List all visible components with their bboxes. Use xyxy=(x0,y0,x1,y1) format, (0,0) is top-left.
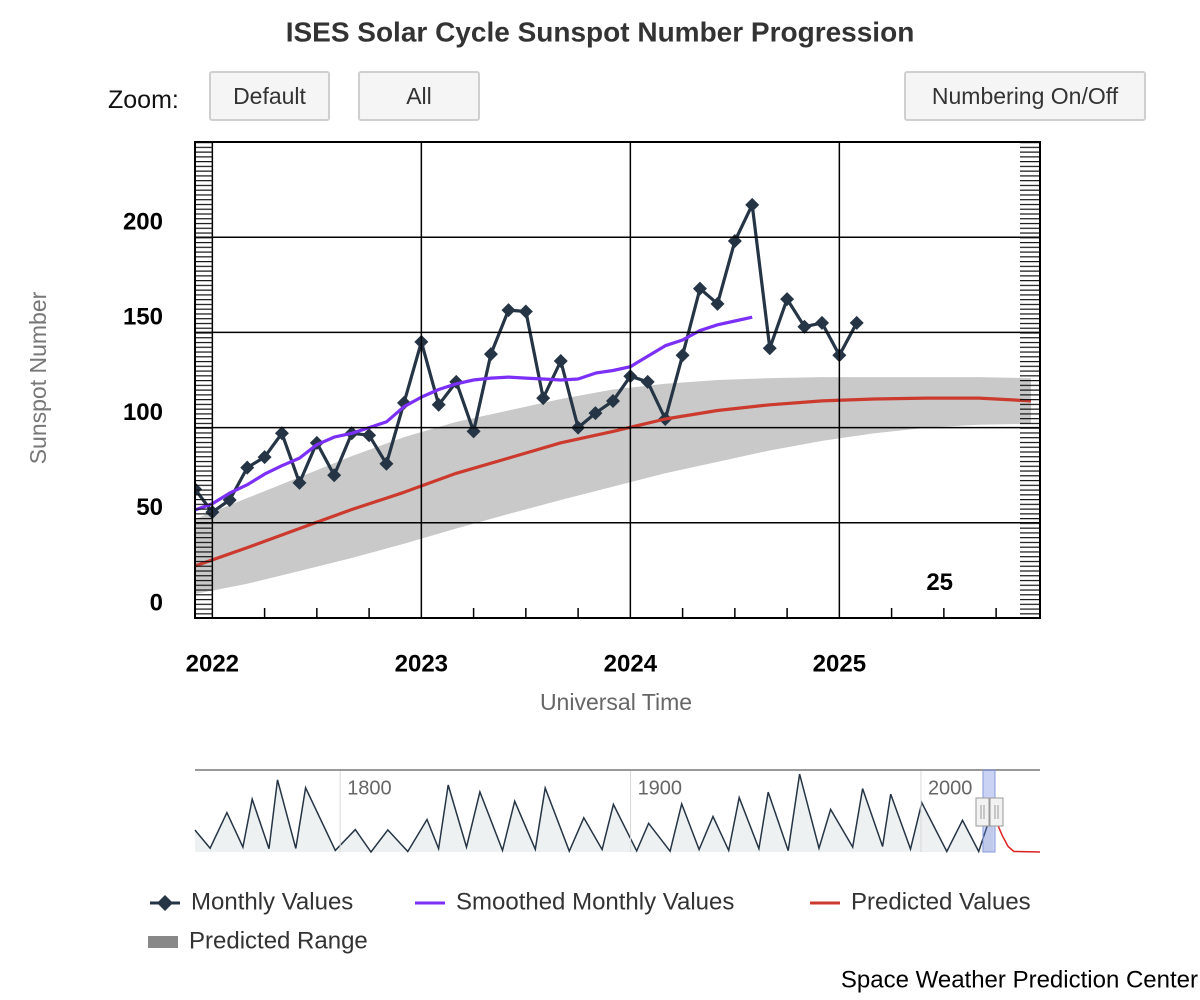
handle-box xyxy=(989,797,1004,827)
legend-swatch xyxy=(148,936,178,948)
data-point xyxy=(553,353,568,368)
data-point xyxy=(815,315,830,330)
data-point xyxy=(588,406,603,421)
data-point xyxy=(257,450,272,465)
data-point xyxy=(849,315,864,330)
navigator-line xyxy=(194,773,994,854)
data-point xyxy=(483,347,498,362)
navigator-area xyxy=(195,774,993,852)
navigator-tick-label: 1800 xyxy=(347,777,392,799)
data-point xyxy=(606,393,621,408)
y-tick-label: 150 xyxy=(123,304,163,331)
annotation: 25 xyxy=(926,569,953,596)
series-line xyxy=(195,396,1032,568)
legend-label: Monthly Values xyxy=(191,888,353,915)
plot-frame xyxy=(194,141,1041,619)
y-tick-label: 0 xyxy=(150,589,163,616)
legend-label: Smoothed Monthly Values xyxy=(456,888,734,915)
y-axis-title: Sunspot Number xyxy=(25,291,51,464)
legend-label: Predicted Range xyxy=(189,927,368,954)
data-point xyxy=(379,456,394,471)
navigator-handle xyxy=(989,797,1004,827)
data-point xyxy=(536,391,551,406)
legend-item: Predicted Values xyxy=(810,888,1031,915)
zoom-default-button[interactable]: Default xyxy=(209,71,330,121)
navigator-tick-label: 1900 xyxy=(638,777,683,799)
zoom-all-button[interactable]: All xyxy=(358,71,480,121)
y-tick-label: 200 xyxy=(123,209,163,236)
data-point xyxy=(692,281,707,296)
legend-label: Predicted Values xyxy=(851,888,1031,915)
x-tick-label: 2022 xyxy=(186,650,239,677)
handle-box xyxy=(975,797,990,827)
legend-item: Predicted Range xyxy=(148,927,368,954)
numbering-button[interactable]: Numbering On/Off xyxy=(904,71,1146,121)
data-point xyxy=(762,341,777,356)
data-point xyxy=(797,319,812,334)
navigator-tick-label: 2000 xyxy=(928,777,973,799)
y-tick-label: 100 xyxy=(123,399,163,426)
footer: Space Weather Prediction Center xyxy=(841,966,1198,993)
data-point xyxy=(675,348,690,363)
zoom-label: Zoom: xyxy=(108,86,179,114)
x-tick-label: 2024 xyxy=(604,650,658,677)
x-axis-title: Universal Time xyxy=(540,689,692,715)
data-point xyxy=(274,426,289,441)
plot-area xyxy=(195,197,1032,595)
data-point xyxy=(780,292,795,307)
legend-marker xyxy=(157,895,173,911)
data-point xyxy=(240,460,255,475)
x-tick-label: 2025 xyxy=(813,650,866,677)
data-point xyxy=(501,303,516,318)
data-point xyxy=(640,374,655,389)
data-point xyxy=(362,428,377,443)
minor-ticks-right xyxy=(1020,142,1040,618)
data-point xyxy=(327,468,342,483)
y-tick-label: 50 xyxy=(136,494,163,521)
x-tick-label: 2023 xyxy=(395,650,448,677)
data-point xyxy=(710,296,725,311)
data-point xyxy=(727,234,742,249)
data-point xyxy=(431,397,446,412)
data-point xyxy=(518,304,533,319)
navigator-handle xyxy=(975,797,990,827)
legend-item: Smoothed Monthly Values xyxy=(415,888,734,915)
legend-item: Monthly Values xyxy=(150,888,353,915)
series-line xyxy=(195,315,753,512)
minor-ticks-left xyxy=(195,142,213,618)
data-point xyxy=(745,197,760,212)
chart-title: ISES Solar Cycle Sunspot Number Progress… xyxy=(286,16,915,47)
range-band xyxy=(195,377,1032,595)
data-point xyxy=(292,475,307,490)
